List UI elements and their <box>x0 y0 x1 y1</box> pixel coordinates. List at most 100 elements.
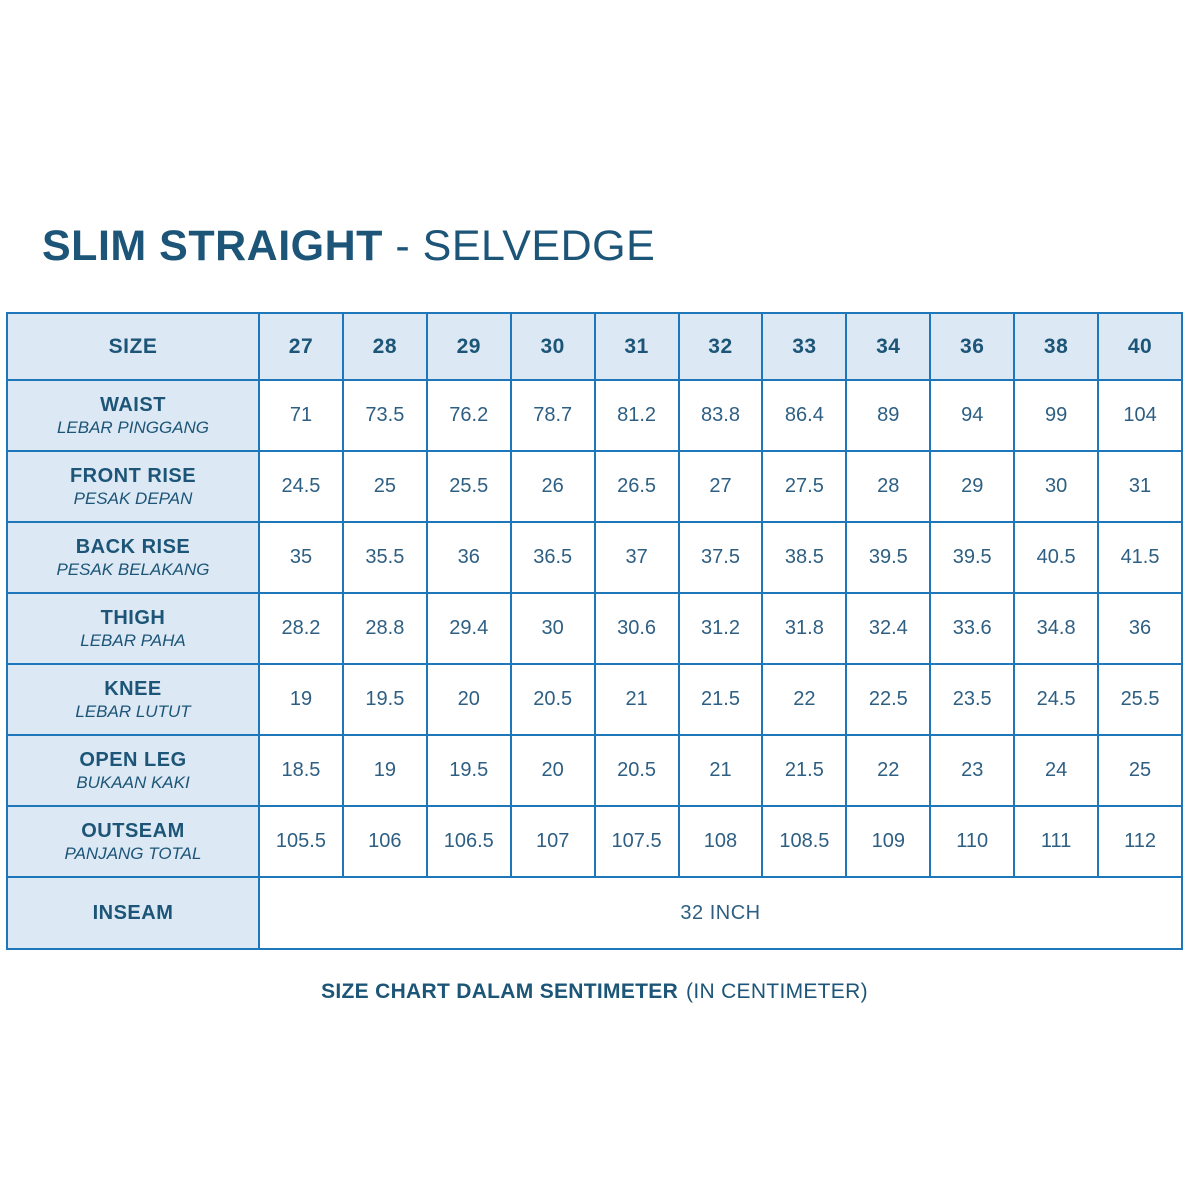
footer-note-bold: SIZE CHART DALAM SENTIMETER <box>321 980 679 1003</box>
measurement-value: 30 <box>509 592 596 665</box>
row-sublabel: LEBAR PINGGANG <box>56 417 210 437</box>
page-title-variant: - SELVEDGE <box>382 222 656 270</box>
measurement-value: 34.8 <box>1013 592 1100 665</box>
measurement-value: 22 <box>761 663 848 736</box>
measurement-value: 107 <box>509 805 596 878</box>
measurement-value: 106.5 <box>425 805 512 878</box>
table-row-open-leg: OPEN LEG BUKAAN KAKI 18.5 19 19.5 20 20.… <box>6 734 1183 807</box>
measurement-value: 39.5 <box>845 521 932 594</box>
measurement-value: 105.5 <box>258 805 344 878</box>
measurement-value: 29.4 <box>425 592 512 665</box>
measurement-value: 23.5 <box>929 663 1016 736</box>
row-sublabel: LEBAR PAHA <box>80 630 186 650</box>
page-title: SLIM STRAIGHT - SELVEDGE <box>42 222 1189 271</box>
measurement-value: 86.4 <box>761 379 848 452</box>
measurement-value: 27 <box>677 450 764 523</box>
measurement-value: 29 <box>929 450 1016 523</box>
row-label-cell: THIGH LEBAR PAHA <box>6 592 260 665</box>
measurement-value: 20 <box>509 734 596 807</box>
measurement-value: 22.5 <box>845 663 932 736</box>
row-label: BACK RISE <box>75 535 191 558</box>
measurement-value: 36.5 <box>509 521 596 594</box>
measurement-value: 40.5 <box>1013 521 1100 594</box>
footer-note-regular: (IN CENTIMETER) <box>686 980 868 1003</box>
measurement-value: 21.5 <box>761 734 848 807</box>
measurement-value: 19 <box>341 734 428 807</box>
measurement-value: 41.5 <box>1097 521 1183 594</box>
measurement-value: 112 <box>1097 805 1183 878</box>
inseam-value: 32 INCH <box>258 876 1183 950</box>
measurement-value: 21 <box>677 734 764 807</box>
measurement-value: 28.2 <box>258 592 344 665</box>
measurement-value: 36 <box>1097 592 1183 665</box>
measurement-value: 24.5 <box>1013 663 1100 736</box>
measurement-value: 18.5 <box>258 734 344 807</box>
measurement-value: 22 <box>845 734 932 807</box>
measurement-value: 108 <box>677 805 764 878</box>
measurement-value: 108.5 <box>761 805 848 878</box>
size-col-header: 40 <box>1097 312 1183 381</box>
row-label: THIGH <box>100 606 166 629</box>
measurement-value: 19.5 <box>341 663 428 736</box>
row-label: OPEN LEG <box>79 748 187 771</box>
table-row-knee: KNEE LEBAR LUTUT 19 19.5 20 20.5 21 21.5… <box>6 663 1183 736</box>
row-label-cell: KNEE LEBAR LUTUT <box>6 663 260 736</box>
measurement-value: 35.5 <box>341 521 428 594</box>
measurement-value: 31.8 <box>761 592 848 665</box>
size-col-header: 28 <box>341 312 428 381</box>
measurement-value: 76.2 <box>425 379 512 452</box>
row-label: KNEE <box>104 677 162 700</box>
measurement-value: 81.2 <box>593 379 680 452</box>
measurement-value: 33.6 <box>929 592 1016 665</box>
measurement-value: 26.5 <box>593 450 680 523</box>
measurement-value: 25.5 <box>1097 663 1183 736</box>
row-label: INSEAM <box>92 901 174 924</box>
measurement-value: 32.4 <box>845 592 932 665</box>
measurement-value: 94 <box>929 379 1016 452</box>
measurement-value: 19.5 <box>425 734 512 807</box>
row-label: WAIST <box>100 393 166 416</box>
page-title-product: SLIM STRAIGHT <box>42 222 383 270</box>
row-label-cell: BACK RISE PESAK BELAKANG <box>6 521 260 594</box>
measurement-value: 24 <box>1013 734 1100 807</box>
table-row-front-rise: FRONT RISE PESAK DEPAN 24.5 25 25.5 26 2… <box>6 450 1183 523</box>
row-label: FRONT RISE <box>69 464 197 487</box>
size-col-header: 34 <box>845 312 932 381</box>
measurement-value: 25.5 <box>425 450 512 523</box>
measurement-value: 27.5 <box>761 450 848 523</box>
row-label-cell: OUTSEAM PANJANG TOTAL <box>6 805 260 878</box>
measurement-value: 36 <box>425 521 512 594</box>
measurement-value: 30 <box>1013 450 1100 523</box>
measurement-value: 20.5 <box>593 734 680 807</box>
measurement-value: 21.5 <box>677 663 764 736</box>
measurement-value: 73.5 <box>341 379 428 452</box>
row-sublabel: LEBAR LUTUT <box>75 701 191 721</box>
measurement-value: 35 <box>258 521 344 594</box>
size-col-header: 33 <box>761 312 848 381</box>
measurement-value: 107.5 <box>593 805 680 878</box>
measurement-value: 39.5 <box>929 521 1016 594</box>
measurement-value: 104 <box>1097 379 1183 452</box>
measurement-value: 71 <box>258 379 344 452</box>
row-sublabel: PESAK BELAKANG <box>56 559 210 579</box>
row-sublabel: PESAK DEPAN <box>73 488 193 508</box>
size-col-header: 27 <box>258 312 344 381</box>
measurement-value: 23 <box>929 734 1016 807</box>
measurement-value: 20.5 <box>509 663 596 736</box>
measurement-value: 31.2 <box>677 592 764 665</box>
measurement-value: 31 <box>1097 450 1183 523</box>
measurement-value: 25 <box>341 450 428 523</box>
row-label-cell: OPEN LEG BUKAAN KAKI <box>6 734 260 807</box>
size-col-header: 30 <box>509 312 596 381</box>
size-col-header: 29 <box>425 312 512 381</box>
row-sublabel: BUKAAN KAKI <box>76 772 190 792</box>
measurement-value: 24.5 <box>258 450 344 523</box>
size-header-cell: SIZE <box>6 312 260 381</box>
measurement-value: 28.8 <box>341 592 428 665</box>
measurement-value: 99 <box>1013 379 1100 452</box>
footer-note: SIZE CHART DALAM SENTIMETER (IN CENTIMETE… <box>0 980 1189 1004</box>
measurement-value: 28 <box>845 450 932 523</box>
table-row-inseam: INSEAM 32 INCH <box>6 876 1183 950</box>
measurement-value: 21 <box>593 663 680 736</box>
